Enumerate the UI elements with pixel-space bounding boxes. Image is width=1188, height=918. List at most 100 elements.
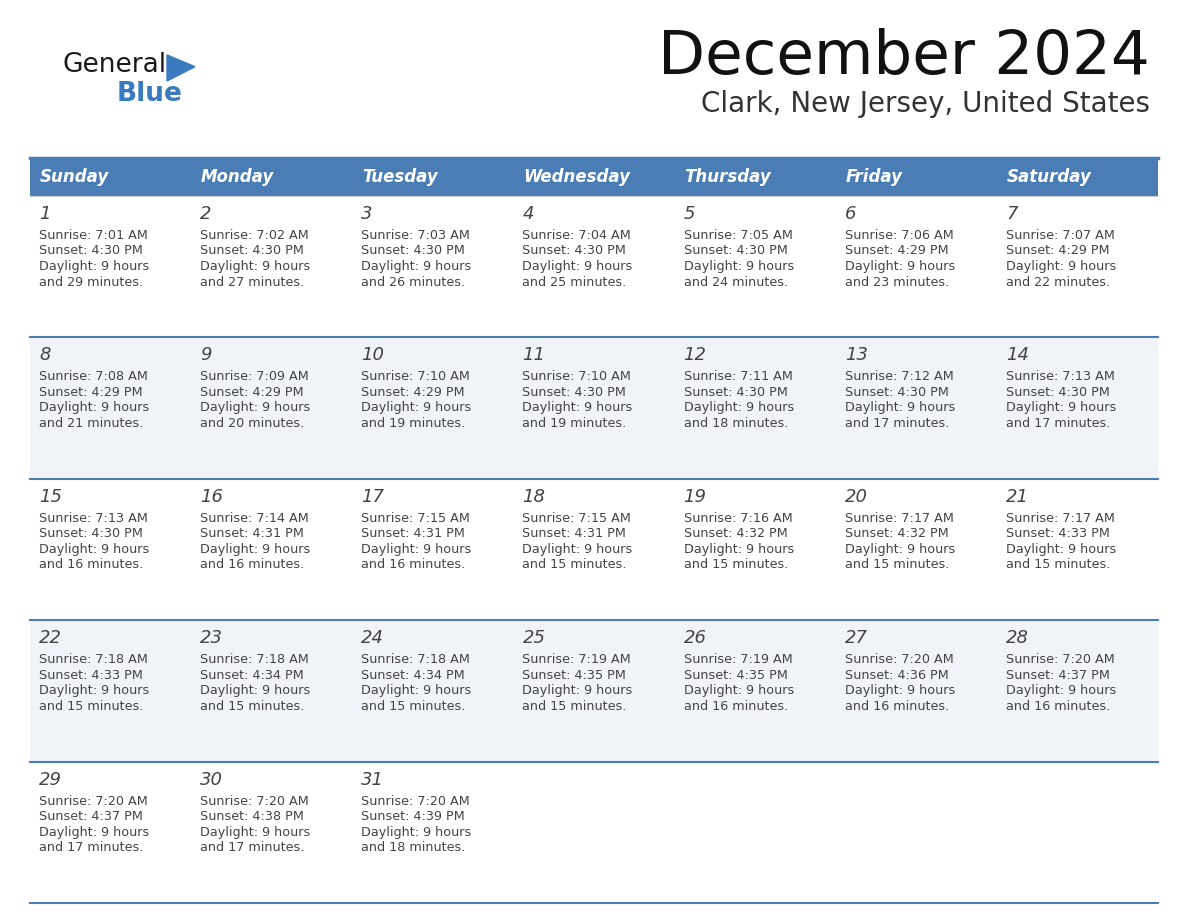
Text: 23: 23 (200, 629, 223, 647)
Text: Sunset: 4:29 PM: Sunset: 4:29 PM (200, 386, 304, 399)
Bar (513, 479, 675, 621)
Text: 5: 5 (683, 205, 695, 223)
Text: Sunrise: 7:06 AM: Sunrise: 7:06 AM (845, 229, 954, 242)
Bar (997, 479, 1158, 621)
Bar (30, 196, 191, 338)
Text: Sunrise: 7:20 AM: Sunrise: 7:20 AM (1006, 654, 1114, 666)
Text: Sunset: 4:32 PM: Sunset: 4:32 PM (845, 527, 948, 541)
Text: 2: 2 (200, 205, 211, 223)
Text: Sunrise: 7:16 AM: Sunrise: 7:16 AM (683, 512, 792, 525)
Text: Blue: Blue (116, 81, 183, 107)
Text: Sunrise: 7:17 AM: Sunrise: 7:17 AM (845, 512, 954, 525)
Text: Sunrise: 7:18 AM: Sunrise: 7:18 AM (200, 654, 309, 666)
Text: Sunset: 4:30 PM: Sunset: 4:30 PM (845, 386, 948, 399)
Bar (513, 158, 675, 196)
Text: and 29 minutes.: and 29 minutes. (39, 275, 143, 288)
Text: Daylight: 9 hours: Daylight: 9 hours (39, 825, 150, 839)
Bar (353, 196, 513, 338)
Text: Sunrise: 7:03 AM: Sunrise: 7:03 AM (361, 229, 470, 242)
Text: Sunset: 4:30 PM: Sunset: 4:30 PM (1006, 386, 1110, 399)
Text: Daylight: 9 hours: Daylight: 9 hours (361, 260, 472, 273)
Text: Daylight: 9 hours: Daylight: 9 hours (39, 684, 150, 697)
Text: Sunrise: 7:01 AM: Sunrise: 7:01 AM (39, 229, 147, 242)
Text: Daylight: 9 hours: Daylight: 9 hours (361, 825, 472, 839)
Text: 28: 28 (1006, 629, 1029, 647)
Polygon shape (168, 55, 195, 81)
Bar (675, 196, 835, 338)
Text: 16: 16 (200, 487, 223, 506)
Bar (835, 762, 997, 903)
Text: and 16 minutes.: and 16 minutes. (1006, 700, 1110, 712)
Text: and 17 minutes.: and 17 minutes. (845, 417, 949, 430)
Text: Sunset: 4:30 PM: Sunset: 4:30 PM (200, 244, 304, 258)
Text: Sunset: 4:31 PM: Sunset: 4:31 PM (523, 527, 626, 541)
Text: Daylight: 9 hours: Daylight: 9 hours (1006, 260, 1116, 273)
Bar (30, 479, 191, 621)
Bar (191, 338, 353, 479)
Bar (353, 762, 513, 903)
Text: Wednesday: Wednesday (524, 168, 631, 186)
Text: Daylight: 9 hours: Daylight: 9 hours (361, 543, 472, 555)
Text: 30: 30 (200, 770, 223, 789)
Text: Daylight: 9 hours: Daylight: 9 hours (845, 684, 955, 697)
Text: Saturday: Saturday (1007, 168, 1092, 186)
Bar (675, 338, 835, 479)
Text: and 15 minutes.: and 15 minutes. (1006, 558, 1111, 571)
Bar (997, 158, 1158, 196)
Text: Sunset: 4:34 PM: Sunset: 4:34 PM (200, 668, 304, 682)
Text: 17: 17 (361, 487, 384, 506)
Text: Sunset: 4:37 PM: Sunset: 4:37 PM (39, 810, 143, 823)
Text: Sunset: 4:30 PM: Sunset: 4:30 PM (361, 244, 466, 258)
Text: Sunset: 4:33 PM: Sunset: 4:33 PM (1006, 527, 1110, 541)
Text: Sunrise: 7:04 AM: Sunrise: 7:04 AM (523, 229, 631, 242)
Text: Tuesday: Tuesday (362, 168, 438, 186)
Bar (191, 621, 353, 762)
Text: and 23 minutes.: and 23 minutes. (845, 275, 949, 288)
Bar (353, 479, 513, 621)
Bar (835, 479, 997, 621)
Text: 7: 7 (1006, 205, 1017, 223)
Bar (191, 158, 353, 196)
Text: and 24 minutes.: and 24 minutes. (683, 275, 788, 288)
Text: and 26 minutes.: and 26 minutes. (361, 275, 466, 288)
Bar (675, 479, 835, 621)
Text: Daylight: 9 hours: Daylight: 9 hours (39, 260, 150, 273)
Text: and 15 minutes.: and 15 minutes. (683, 558, 788, 571)
Text: and 18 minutes.: and 18 minutes. (361, 841, 466, 854)
Text: Sunrise: 7:15 AM: Sunrise: 7:15 AM (361, 512, 470, 525)
Text: Daylight: 9 hours: Daylight: 9 hours (1006, 401, 1116, 414)
Text: Daylight: 9 hours: Daylight: 9 hours (39, 401, 150, 414)
Text: Sunset: 4:30 PM: Sunset: 4:30 PM (683, 386, 788, 399)
Text: 13: 13 (845, 346, 867, 364)
Text: and 22 minutes.: and 22 minutes. (1006, 275, 1110, 288)
Text: and 25 minutes.: and 25 minutes. (523, 275, 627, 288)
Text: Daylight: 9 hours: Daylight: 9 hours (845, 260, 955, 273)
Text: 4: 4 (523, 205, 533, 223)
Text: and 19 minutes.: and 19 minutes. (523, 417, 627, 430)
Text: Monday: Monday (201, 168, 274, 186)
Text: 29: 29 (39, 770, 62, 789)
Bar (835, 196, 997, 338)
Text: Sunset: 4:37 PM: Sunset: 4:37 PM (1006, 668, 1110, 682)
Text: 1: 1 (39, 205, 51, 223)
Text: 24: 24 (361, 629, 384, 647)
Bar (513, 621, 675, 762)
Text: and 15 minutes.: and 15 minutes. (361, 700, 466, 712)
Text: and 15 minutes.: and 15 minutes. (845, 558, 949, 571)
Text: and 15 minutes.: and 15 minutes. (523, 700, 627, 712)
Text: Daylight: 9 hours: Daylight: 9 hours (200, 260, 310, 273)
Text: Sunset: 4:33 PM: Sunset: 4:33 PM (39, 668, 143, 682)
Bar (997, 621, 1158, 762)
Text: Daylight: 9 hours: Daylight: 9 hours (523, 684, 633, 697)
Text: 25: 25 (523, 629, 545, 647)
Text: and 17 minutes.: and 17 minutes. (200, 841, 304, 854)
Text: and 16 minutes.: and 16 minutes. (39, 558, 144, 571)
Text: Daylight: 9 hours: Daylight: 9 hours (200, 543, 310, 555)
Text: 21: 21 (1006, 487, 1029, 506)
Bar (997, 338, 1158, 479)
Bar (997, 762, 1158, 903)
Text: Friday: Friday (846, 168, 903, 186)
Bar (191, 762, 353, 903)
Text: Sunrise: 7:10 AM: Sunrise: 7:10 AM (523, 370, 631, 384)
Text: and 17 minutes.: and 17 minutes. (1006, 417, 1111, 430)
